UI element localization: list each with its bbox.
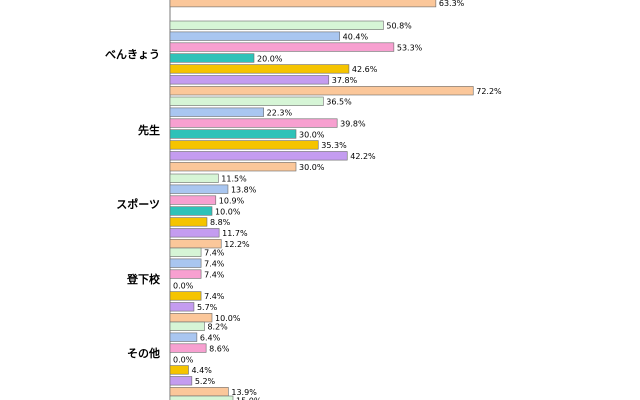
- bar-g0-s5: [169, 75, 330, 85]
- bar-g1-s4-label: 35.3%: [321, 141, 347, 150]
- bar-g1-s4: [169, 140, 319, 150]
- category-label-1: 先生: [138, 123, 160, 137]
- bar-g1-s5-label: 42.2%: [350, 152, 376, 161]
- bar-g3-s2: [169, 269, 202, 279]
- bar-g1-s1-label: 22.3%: [267, 109, 293, 118]
- bar-g4-s3-label: 0.0%: [173, 355, 194, 364]
- bar-g4-s6: [169, 387, 229, 397]
- bar-g0-s0: [169, 20, 384, 30]
- bar-g0-s5-label: 37.8%: [332, 76, 358, 85]
- bar-g4-s5: [169, 376, 193, 386]
- bar-g0-s1: [169, 31, 340, 41]
- bar-g0-s2: [169, 42, 395, 52]
- bar-g2-s4: [169, 217, 208, 227]
- bar-g3-s4-label: 7.4%: [204, 292, 225, 301]
- bar-g3-s4: [169, 291, 202, 301]
- bar-g3-s1: [169, 258, 202, 268]
- bar-g1-s0-label: 36.5%: [326, 98, 352, 107]
- bar-g3-s0: [169, 247, 202, 257]
- bar-g0-s3: [169, 53, 255, 63]
- bar-g4-s4-label: 4.4%: [191, 366, 212, 375]
- bar-g1-s5: [169, 151, 348, 161]
- bar-g0-s2-label: 53.3%: [397, 43, 423, 52]
- partial-bottom-bar-0: [169, 395, 234, 400]
- bar-g0-s4: [169, 64, 350, 74]
- bar-g4-s1: [169, 332, 198, 342]
- category-label-4: その他: [127, 346, 160, 360]
- bar-g2-s0-label: 11.5%: [221, 175, 247, 184]
- bar-g4-s6-label: 13.9%: [231, 388, 257, 397]
- bar-g4-s2: [169, 343, 207, 353]
- bar-g3-s5-label: 5.7%: [197, 303, 218, 312]
- bar-g1-s3-label: 30.0%: [299, 130, 325, 139]
- bar-g2-s6-label: 12.2%: [224, 240, 250, 249]
- partial-bottom-bar-0-label: 15.0%: [236, 397, 262, 400]
- bar-g1-s0: [169, 96, 324, 106]
- bar-g3-s6: [169, 313, 213, 323]
- bar-g4-s5-label: 5.2%: [195, 377, 216, 386]
- bar-g3-s3-label: 0.0%: [173, 281, 194, 290]
- bar-g4-s0: [169, 321, 205, 331]
- partial-top-bar-1-label: 63.3%: [439, 0, 465, 8]
- bar-g4-s0-label: 8.2%: [207, 323, 228, 332]
- bar-g2-s5-label: 11.7%: [222, 229, 248, 238]
- category-label-0: べんきょう: [105, 48, 160, 61]
- bar-g1-s6-label: 30.0%: [299, 163, 325, 172]
- bar-g0-s3-label: 20.0%: [257, 54, 283, 63]
- bar-g1-s6: [169, 162, 297, 172]
- bar-g1-s2: [169, 118, 338, 128]
- bar-g4-s4: [169, 365, 189, 375]
- bar-g0-s1-label: 40.4%: [343, 33, 369, 42]
- bar-g2-s0: [169, 173, 219, 183]
- bar-g3-s6-label: 10.0%: [215, 314, 241, 323]
- bar-g0-s0-label: 50.8%: [386, 22, 412, 31]
- bar-g0-s6-label: 72.2%: [476, 87, 502, 96]
- bar-g2-s1: [169, 184, 229, 194]
- bar-g2-s1-label: 13.8%: [231, 186, 257, 195]
- category-label-3: 登下校: [126, 272, 161, 286]
- bar-g3-s2-label: 7.4%: [204, 270, 225, 279]
- bar-g1-s3: [169, 129, 297, 139]
- bar-g1-s2-label: 39.8%: [340, 119, 366, 128]
- bar-g2-s2: [169, 195, 217, 205]
- bar-g0-s6: [169, 86, 474, 96]
- category-label-2: スポーツ: [116, 197, 160, 211]
- bar-g3-s0-label: 7.4%: [204, 249, 225, 258]
- bar-g2-s3-label: 10.0%: [215, 207, 241, 216]
- bar-g3-s5: [169, 302, 195, 312]
- bar-g4-s1-label: 6.4%: [200, 334, 221, 343]
- bar-g2-s3: [169, 206, 213, 216]
- bar-g2-s4-label: 8.8%: [210, 218, 231, 227]
- bar-g4-s2-label: 8.6%: [209, 344, 230, 353]
- bar-g2-s2-label: 10.9%: [219, 196, 245, 205]
- partial-top-bar-1: [169, 0, 437, 8]
- bar-g2-s5: [169, 228, 220, 238]
- bar-g1-s1: [169, 107, 264, 117]
- bar-g2-s6: [169, 239, 222, 249]
- bar-g0-s4-label: 42.6%: [352, 65, 378, 74]
- bar-g3-s1-label: 7.4%: [204, 260, 225, 269]
